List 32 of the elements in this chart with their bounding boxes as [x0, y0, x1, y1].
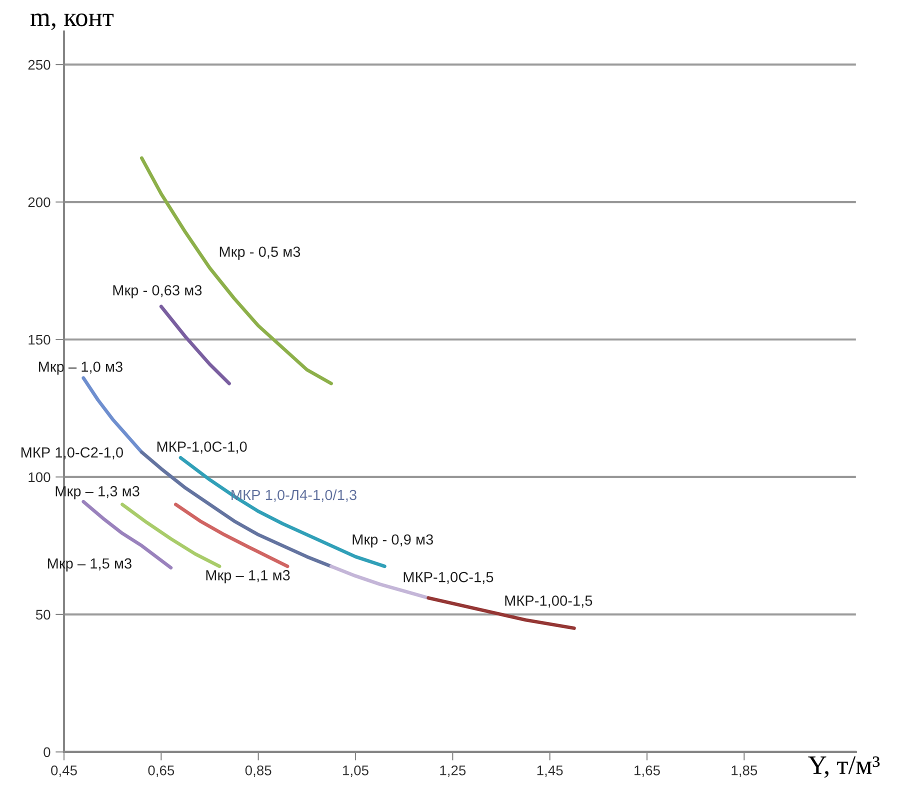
annotation: МКР 1,0-С2-1,0: [21, 447, 124, 460]
y-tick-label: 200: [28, 197, 50, 208]
line-series: [82, 500, 173, 570]
line-series: [159, 304, 231, 386]
x-tick-label: 1,65: [634, 765, 660, 777]
y-tick-label: 150: [28, 334, 50, 345]
series-label: МКР-1,00-1,5: [505, 596, 592, 608]
x-tick-label: 1,85: [732, 765, 758, 777]
x-tick-label: 1,25: [440, 765, 466, 777]
y-axis-title: m, конт: [30, 14, 114, 30]
x-tick-label: 1,05: [343, 765, 368, 777]
line-series: [140, 156, 333, 386]
series-label: Мкр – 1,0 м3: [38, 362, 122, 375]
x-tick-label: 0,45: [51, 765, 77, 777]
y-tick-label: 250: [28, 60, 50, 70]
x-axis-title: Y, т/м³: [808, 756, 880, 778]
series-label: Мкр - 0,9 м3: [352, 534, 433, 548]
line-series: [178, 456, 386, 568]
y-tick-label: 50: [36, 610, 50, 620]
y-tick-label: 100: [28, 472, 50, 482]
x-tick-label: 0,65: [148, 765, 174, 777]
series-label: МКР-1,0С-1,5: [404, 572, 494, 584]
line-series: [174, 502, 290, 568]
series-label: Мкр – 1,1 м3: [206, 570, 290, 584]
x-tick-label: 0,85: [245, 765, 272, 777]
series-label: Мкр - 0,5 м3: [220, 246, 300, 260]
series-label: Мкр – 1,5 м3: [48, 558, 132, 572]
series-label: Мкр - 0,63 м3: [113, 285, 202, 298]
y-tick-label: 0: [44, 747, 50, 758]
series-label: Мкр – 1,3 м3: [56, 486, 140, 500]
annotation: МКР-1,0С-1,0: [157, 442, 247, 454]
x-tick-label: 1,45: [537, 766, 563, 777]
